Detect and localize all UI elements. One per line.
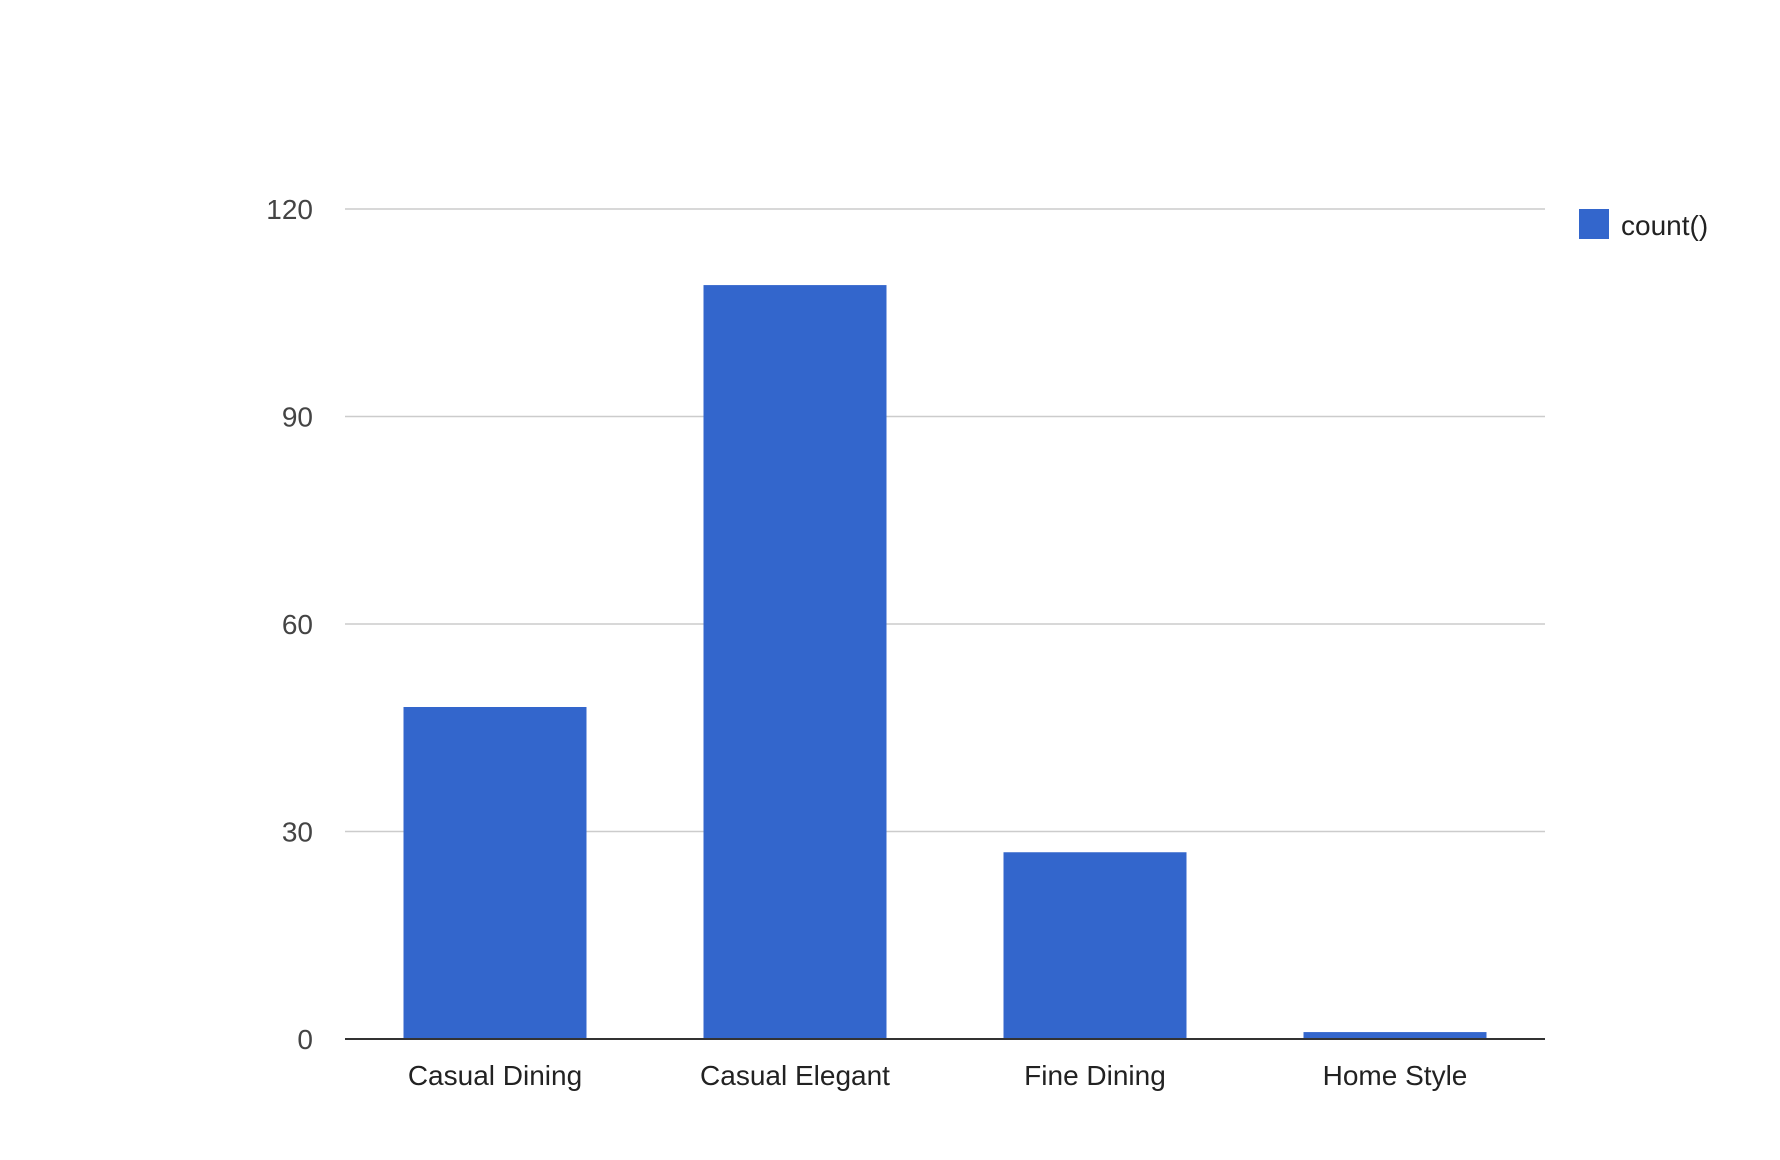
x-tick-label: Casual Dining bbox=[408, 1060, 582, 1091]
y-tick-label: 60 bbox=[282, 609, 313, 640]
x-tick-label: Fine Dining bbox=[1024, 1060, 1166, 1091]
x-tick-label: Casual Elegant bbox=[700, 1060, 890, 1091]
legend-label: count() bbox=[1621, 210, 1708, 241]
bar[interactable] bbox=[1003, 852, 1187, 1039]
bar[interactable] bbox=[1303, 1032, 1487, 1039]
x-tick-label: Home Style bbox=[1323, 1060, 1468, 1091]
bars bbox=[403, 285, 1487, 1039]
y-tick-label: 0 bbox=[297, 1024, 313, 1055]
y-tick-label: 90 bbox=[282, 402, 313, 433]
legend-swatch bbox=[1579, 209, 1609, 239]
bar[interactable] bbox=[703, 285, 887, 1039]
x-axis-labels: Casual Dining Casual Elegant Fine Dining Ho… bbox=[408, 1060, 1468, 1091]
gridlines bbox=[345, 208, 1545, 833]
legend: count() bbox=[1579, 209, 1708, 241]
bar[interactable] bbox=[403, 707, 587, 1039]
y-tick-label: 30 bbox=[282, 817, 313, 848]
y-axis-ticks: 0 30 60 90 120 bbox=[266, 194, 313, 1055]
y-tick-label: 120 bbox=[266, 194, 313, 225]
